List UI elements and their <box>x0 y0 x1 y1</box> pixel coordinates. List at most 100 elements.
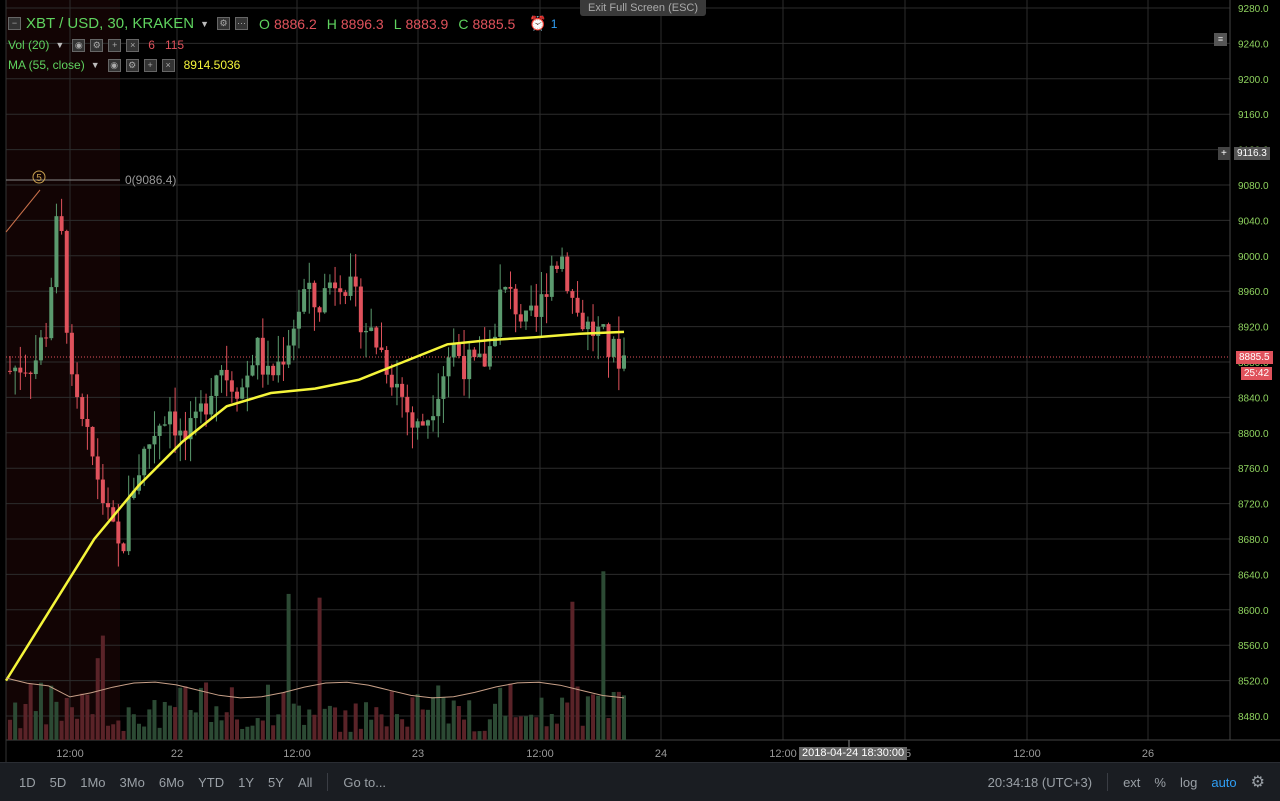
candle-body <box>116 521 121 544</box>
range-1d[interactable]: 1D <box>19 774 36 790</box>
percent-toggle[interactable]: % <box>1154 774 1166 790</box>
ext-toggle[interactable]: ext <box>1123 774 1141 790</box>
volume-bar <box>364 702 369 740</box>
candle-body <box>580 312 585 330</box>
candle-body <box>369 327 374 331</box>
range-1y[interactable]: 1Y <box>238 774 255 790</box>
volume-bar <box>240 728 245 740</box>
candle-body <box>529 305 534 311</box>
volume-bar <box>317 597 322 740</box>
candle-body <box>312 282 317 308</box>
candle-body <box>152 435 157 445</box>
candle-body <box>601 324 606 327</box>
gear-icon[interactable]: ⚙ <box>1250 774 1265 791</box>
clock-label[interactable]: 20:34:18 (UTC+3) <box>987 774 1093 790</box>
candle-body <box>8 370 12 372</box>
menu-icon[interactable]: ≡ <box>1214 33 1227 46</box>
symbol-label[interactable]: XBT / USD, 30, KRAKEN <box>26 15 195 32</box>
ohlc-close-label: C <box>458 15 469 32</box>
settings-icon[interactable]: ⚙ <box>125 58 139 72</box>
price-tick-label: 8960.0 <box>1238 287 1269 298</box>
volume-bar <box>606 718 611 740</box>
close-icon[interactable]: × <box>126 38 140 52</box>
candle-body <box>157 425 162 436</box>
candle-body <box>575 297 580 313</box>
volume-bar <box>353 703 358 740</box>
candle-body <box>554 265 559 270</box>
volume-bar <box>95 658 100 740</box>
volume-bar <box>616 691 621 740</box>
price-tick-label: 9000.0 <box>1238 252 1269 263</box>
range-6mo[interactable]: 6Mo <box>158 774 185 790</box>
alarm-clock-icon[interactable]: ⏰ <box>529 15 547 31</box>
candle-body <box>518 314 523 322</box>
volume-bar <box>276 714 281 740</box>
add-icon[interactable]: + <box>108 38 122 52</box>
candle-body <box>513 288 518 315</box>
chevron-down-icon[interactable]: ▼ <box>90 60 100 70</box>
candle-body <box>616 338 621 369</box>
candle-body <box>487 346 492 367</box>
candle-body <box>431 416 436 421</box>
candle-body <box>80 397 85 419</box>
candle-body <box>136 475 141 491</box>
chevron-down-icon[interactable]: ▼ <box>200 18 210 29</box>
volume-bar <box>307 709 312 740</box>
candle-body <box>250 365 255 376</box>
session-highlight <box>6 0 120 740</box>
candle-body <box>255 337 260 366</box>
candle-body <box>131 490 136 498</box>
range-all[interactable]: All <box>297 774 313 790</box>
volume-bar <box>250 725 255 740</box>
volume-bar <box>271 725 276 740</box>
range-ytd[interactable]: YTD <box>198 774 225 790</box>
add-icon[interactable]: + <box>143 58 157 72</box>
time-tick-label: 12:00 <box>526 748 554 760</box>
price-tick-label: 9080.0 <box>1238 181 1269 192</box>
candle-body <box>75 374 80 398</box>
price-tick-label: 8920.0 <box>1238 323 1269 334</box>
volume-bar <box>131 714 136 740</box>
volume-bar <box>136 723 141 740</box>
candle-body <box>95 456 100 480</box>
settings-icon[interactable]: ⚙ <box>217 17 231 30</box>
goto-button[interactable]: Go to... <box>343 774 387 790</box>
candle-body <box>498 289 503 337</box>
chevron-down-icon[interactable]: ▼ <box>55 40 65 50</box>
close-icon[interactable]: × <box>161 58 175 72</box>
ohlc-low-label: L <box>393 15 402 32</box>
volume-bar <box>235 719 240 740</box>
volume-bar <box>23 703 28 740</box>
price-tick-label: 9240.0 <box>1238 39 1269 50</box>
volume-bar <box>100 635 105 740</box>
volume-label[interactable]: Vol (20) <box>8 38 50 52</box>
log-toggle[interactable]: log <box>1179 774 1198 790</box>
more-icon[interactable]: ⋯ <box>235 17 249 30</box>
volume-bar <box>18 728 23 740</box>
eye-icon[interactable]: ◉ <box>72 38 86 52</box>
volume-bar <box>622 695 626 740</box>
ohlc-open-label: O <box>259 15 270 32</box>
range-5d[interactable]: 5D <box>49 774 67 790</box>
range-5y[interactable]: 5Y <box>268 774 284 790</box>
volume-bar <box>575 686 580 740</box>
volume-bar <box>147 709 152 740</box>
range-1mo[interactable]: 1Mo <box>80 774 106 790</box>
range-3mo[interactable]: 3Mo <box>119 774 145 790</box>
volume-bar <box>229 687 234 740</box>
collapse-icon[interactable]: − <box>8 17 21 30</box>
exit-fullscreen-button[interactable]: Exit Full Screen (ESC) <box>580 0 706 16</box>
eye-icon[interactable]: ◉ <box>107 58 121 72</box>
volume-bar <box>333 707 338 740</box>
auto-toggle[interactable]: auto <box>1211 774 1237 790</box>
settings-icon[interactable]: ⚙ <box>90 38 104 52</box>
candle-body <box>44 337 49 339</box>
volume-bar <box>106 725 111 740</box>
candle-body <box>451 344 456 358</box>
crosshair-add-icon[interactable]: + <box>1218 147 1230 160</box>
volume-bar <box>142 726 147 740</box>
ma-label[interactable]: MA (55, close) <box>8 58 85 72</box>
volume-bar <box>405 726 410 740</box>
price-tick-label: 8840.0 <box>1238 393 1269 404</box>
